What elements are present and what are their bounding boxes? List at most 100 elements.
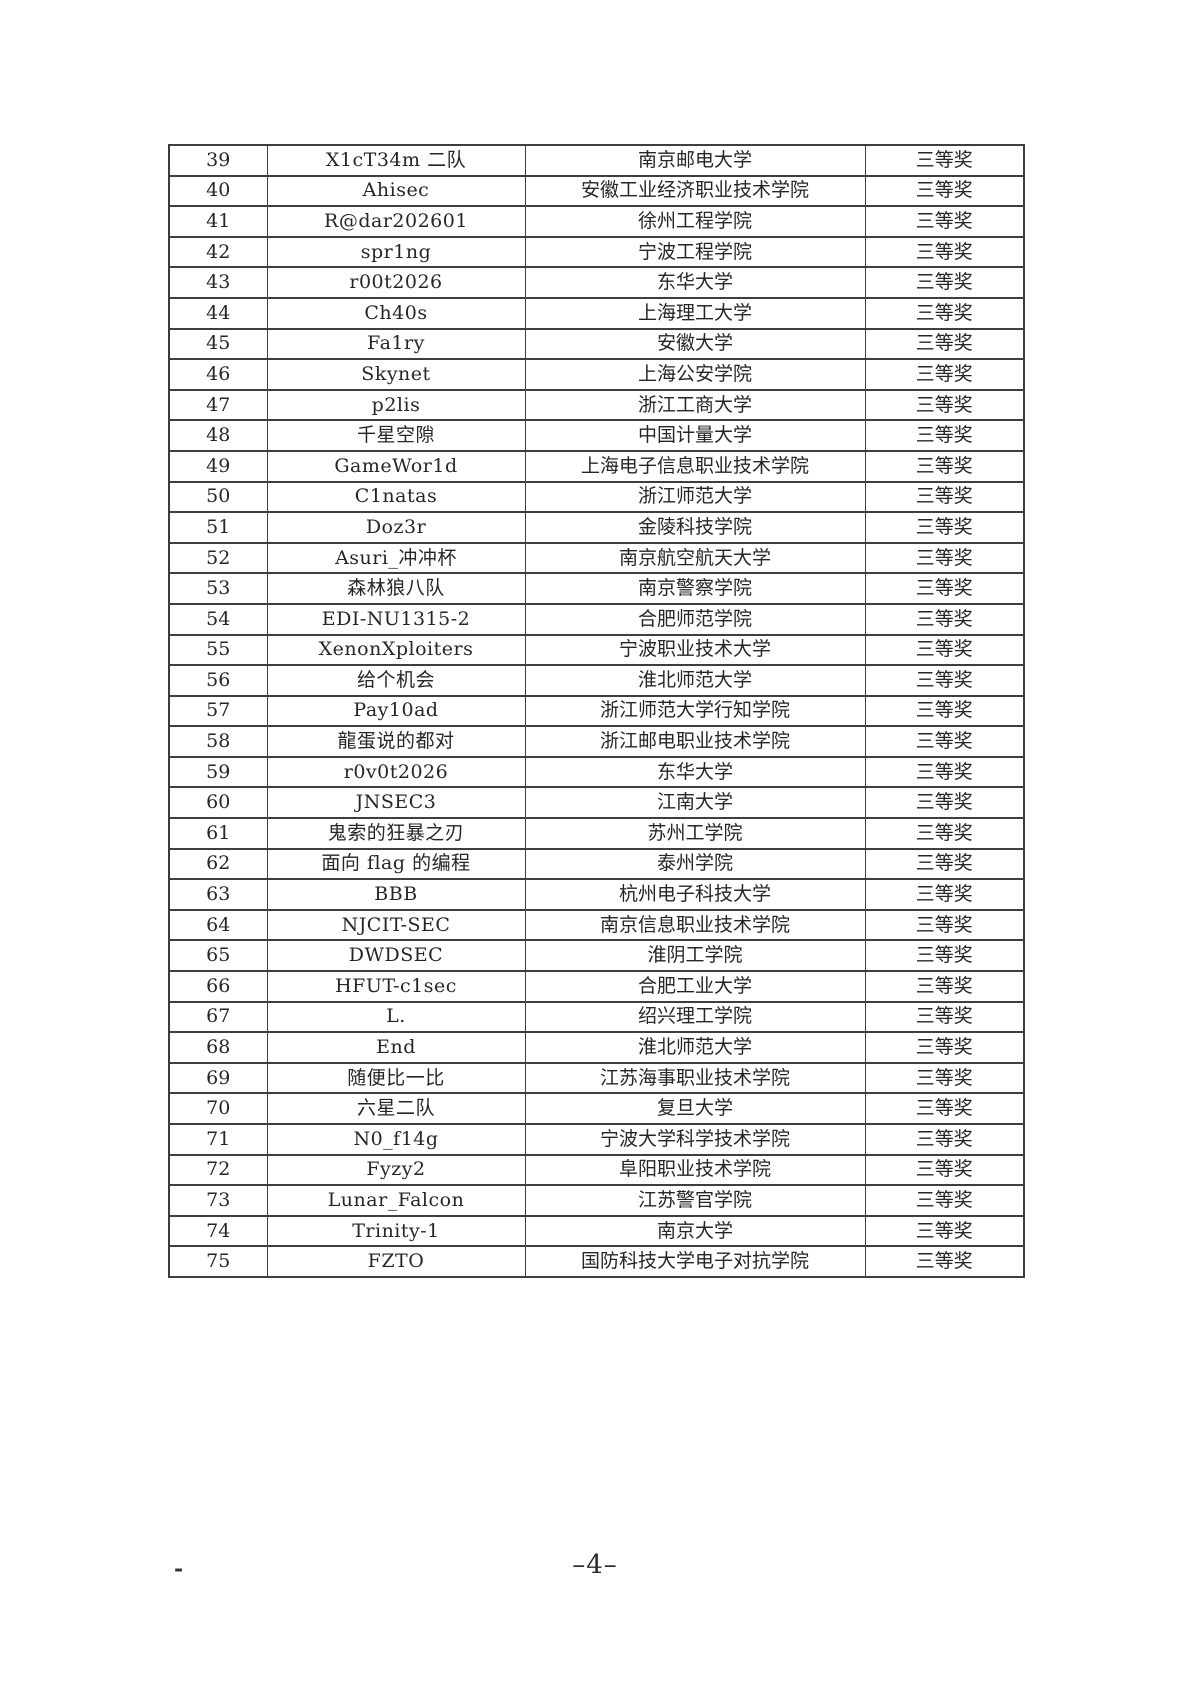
table-row: 56 给个机会 淮北师范大学 三等奖 xyxy=(168,664,1025,697)
table-row: 50 C1natas 浙江师范大学 三等奖 xyxy=(168,480,1025,514)
team-name-cell: Fa1ry xyxy=(266,327,526,361)
award-cell: 三等奖 xyxy=(864,419,1025,452)
rank-cell: 45 xyxy=(168,327,268,361)
team-name-cell: Ch40s xyxy=(266,296,526,330)
rank-cell: 59 xyxy=(168,755,268,789)
team-name-cell: JNSEC3 xyxy=(266,786,526,820)
school-name-cell: 浙江师范大学行知学院 xyxy=(524,694,866,728)
school-name-cell: 江苏海事职业技术学院 xyxy=(524,1061,866,1095)
school-name-cell: 江苏警官学院 xyxy=(524,1184,866,1217)
award-cell: 三等奖 xyxy=(864,725,1025,758)
team-name-cell: BBB xyxy=(266,878,526,911)
table-row: 58 龍蛋说的都对 浙江邮电职业技术学院 三等奖 xyxy=(168,725,1025,758)
team-name-cell: Skynet xyxy=(266,358,526,391)
rank-cell: 62 xyxy=(168,847,268,881)
rank-cell: 39 xyxy=(168,144,268,177)
school-name-cell: 宁波大学科学技术学院 xyxy=(524,1123,866,1156)
rank-cell: 64 xyxy=(168,908,268,942)
team-name-cell: 龍蛋说的都对 xyxy=(266,725,526,758)
team-name-cell: 鬼索的狂暴之刃 xyxy=(266,817,526,850)
team-name-cell: 六星二队 xyxy=(266,1092,526,1125)
team-name-cell: 森林狼八队 xyxy=(266,572,526,605)
table-row: 40 Ahisec 安徽工业经济职业技术学院 三等奖 xyxy=(168,174,1025,208)
rank-cell: 47 xyxy=(168,388,268,422)
award-cell: 三等奖 xyxy=(864,1031,1025,1064)
team-name-cell: Pay10ad xyxy=(266,694,526,728)
table-row: 49 GameWor1d 上海电子信息职业技术学院 三等奖 xyxy=(168,449,1025,483)
school-name-cell: 南京航空航天大学 xyxy=(524,541,866,575)
award-cell: 三等奖 xyxy=(864,755,1025,789)
rank-cell: 56 xyxy=(168,664,268,697)
team-name-cell: spr1ng xyxy=(266,235,526,269)
team-name-cell: r0v0t2026 xyxy=(266,755,526,789)
team-name-cell: Trinity-1 xyxy=(266,1214,526,1248)
team-name-cell: EDI-NU1315-2 xyxy=(266,602,526,636)
table-row: 53 森林狼八队 南京警察学院 三等奖 xyxy=(168,572,1025,605)
award-cell: 三等奖 xyxy=(864,174,1025,208)
award-results-table: 39 X1cT34m 二队 南京邮电大学 三等奖 40 Ahisec 安徽工业经… xyxy=(168,144,1025,1278)
rank-cell: 42 xyxy=(168,235,268,269)
school-name-cell: 南京警察学院 xyxy=(524,572,866,605)
rank-cell: 68 xyxy=(168,1031,268,1064)
team-name-cell: End xyxy=(266,1031,526,1064)
award-cell: 三等奖 xyxy=(864,847,1025,881)
team-name-cell: C1natas xyxy=(266,480,526,514)
table-row: 39 X1cT34m 二队 南京邮电大学 三等奖 xyxy=(168,144,1025,177)
award-cell: 三等奖 xyxy=(864,1184,1025,1217)
results-table-body: 39 X1cT34m 二队 南京邮电大学 三等奖 40 Ahisec 安徽工业经… xyxy=(168,144,1025,1278)
table-row: 55 XenonXploiters 宁波职业技术大学 三等奖 xyxy=(168,633,1025,667)
rank-cell: 48 xyxy=(168,419,268,452)
school-name-cell: 上海电子信息职业技术学院 xyxy=(524,449,866,483)
award-cell: 三等奖 xyxy=(864,541,1025,575)
rank-cell: 65 xyxy=(168,939,268,973)
table-row: 69 随便比一比 江苏海事职业技术学院 三等奖 xyxy=(168,1061,1025,1095)
award-cell: 三等奖 xyxy=(864,1092,1025,1125)
table-row: 45 Fa1ry 安徽大学 三等奖 xyxy=(168,327,1025,361)
award-cell: 三等奖 xyxy=(864,388,1025,422)
rank-cell: 67 xyxy=(168,1000,268,1034)
award-cell: 三等奖 xyxy=(864,235,1025,269)
school-name-cell: 合肥工业大学 xyxy=(524,970,866,1003)
award-cell: 三等奖 xyxy=(864,480,1025,514)
team-name-cell: 千星空隙 xyxy=(266,419,526,452)
award-cell: 三等奖 xyxy=(864,817,1025,850)
table-row: 52 Asuri_冲冲杯 南京航空航天大学 三等奖 xyxy=(168,541,1025,575)
rank-cell: 61 xyxy=(168,817,268,850)
rank-cell: 55 xyxy=(168,633,268,667)
award-cell: 三等奖 xyxy=(864,970,1025,1003)
award-cell: 三等奖 xyxy=(864,878,1025,911)
team-name-cell: Lunar_Falcon xyxy=(266,1184,526,1217)
table-row: 51 Doz3r 金陵科技学院 三等奖 xyxy=(168,511,1025,544)
school-name-cell: 安徽大学 xyxy=(524,327,866,361)
award-cell: 三等奖 xyxy=(864,908,1025,942)
award-cell: 三等奖 xyxy=(864,633,1025,667)
rank-cell: 44 xyxy=(168,296,268,330)
page-number: –4– xyxy=(572,1550,618,1580)
school-name-cell: 复旦大学 xyxy=(524,1092,866,1125)
table-row: 73 Lunar_Falcon 江苏警官学院 三等奖 xyxy=(168,1184,1025,1217)
table-row: 43 r00t2026 东华大学 三等奖 xyxy=(168,266,1025,299)
award-cell: 三等奖 xyxy=(864,1123,1025,1156)
table-row: 54 EDI-NU1315-2 合肥师范学院 三等奖 xyxy=(168,602,1025,636)
award-cell: 三等奖 xyxy=(864,205,1025,238)
school-name-cell: 上海理工大学 xyxy=(524,296,866,330)
award-cell: 三等奖 xyxy=(864,511,1025,544)
table-row: 74 Trinity-1 南京大学 三等奖 xyxy=(168,1214,1025,1248)
school-name-cell: 泰州学院 xyxy=(524,847,866,881)
team-name-cell: Doz3r xyxy=(266,511,526,544)
table-row: 70 六星二队 复旦大学 三等奖 xyxy=(168,1092,1025,1125)
rank-cell: 74 xyxy=(168,1214,268,1248)
team-name-cell: L. xyxy=(266,1000,526,1034)
team-name-cell: X1cT34m 二队 xyxy=(266,144,526,177)
award-cell: 三等奖 xyxy=(864,694,1025,728)
rank-cell: 50 xyxy=(168,480,268,514)
school-name-cell: 宁波工程学院 xyxy=(524,235,866,269)
award-cell: 三等奖 xyxy=(864,327,1025,361)
award-cell: 三等奖 xyxy=(864,296,1025,330)
award-cell: 三等奖 xyxy=(864,664,1025,697)
school-name-cell: 宁波职业技术大学 xyxy=(524,633,866,667)
team-name-cell: Asuri_冲冲杯 xyxy=(266,541,526,575)
award-cell: 三等奖 xyxy=(864,1153,1025,1187)
school-name-cell: 苏州工学院 xyxy=(524,817,866,850)
